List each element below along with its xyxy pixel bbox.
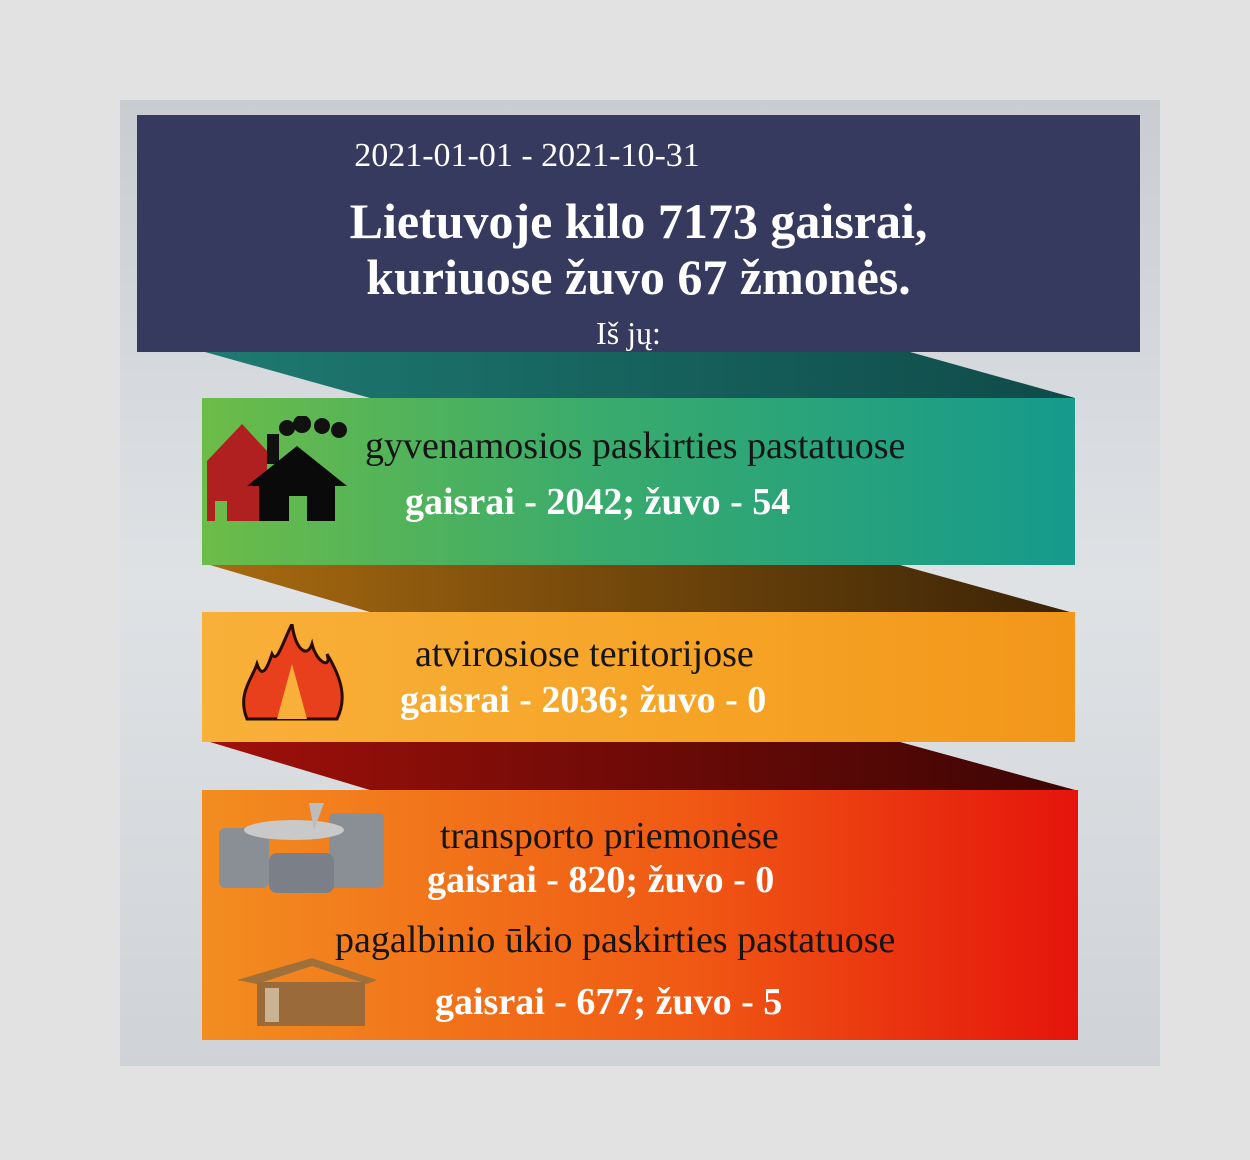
category-residential: gyvenamosios paskirties pastatuose gaisr… — [202, 398, 1075, 565]
page-title: Lietuvoje kilo 7173 gaisrai, kuriuose žu… — [137, 193, 1140, 305]
title-line-2: kuriuose žuvo 67 žmonės. — [366, 249, 911, 305]
date-range: 2021-01-01 - 2021-10-31 — [354, 137, 700, 174]
category-transport-and-auxiliary: transporto priemonėse gaisrai - 820; žuv… — [202, 790, 1078, 1040]
connector-darkred — [210, 742, 1075, 790]
category-label: transporto priemonėse — [440, 815, 779, 857]
category-label: gyvenamosios paskirties pastatuose — [365, 425, 906, 467]
category-open-areas: atvirosiose teritorijose gaisrai - 2036;… — [202, 612, 1075, 742]
burning-house-icon — [207, 416, 347, 521]
category-label: pagalbinio ūkio paskirties pastatuose — [335, 919, 896, 961]
header-box: 2021-01-01 - 2021-10-31 Lietuvoje kilo 7… — [137, 115, 1140, 352]
category-stats: gaisrai - 820; žuvo - 0 — [427, 859, 775, 901]
subtitle: Iš jų: — [596, 315, 661, 351]
vehicles-icon — [219, 803, 384, 893]
connector-brown — [210, 565, 1070, 612]
category-label: atvirosiose teritorijose — [415, 633, 754, 675]
title-line-1: Lietuvoje kilo 7173 gaisrai, — [349, 193, 928, 249]
category-stats: gaisrai - 677; žuvo - 5 — [435, 981, 783, 1023]
connector-teal — [205, 352, 1075, 398]
shed-icon — [237, 958, 377, 1026]
category-stats: gaisrai - 2042; žuvo - 54 — [405, 481, 791, 523]
forest-fire-icon — [242, 624, 344, 721]
category-stats: gaisrai - 2036; žuvo - 0 — [400, 679, 767, 721]
